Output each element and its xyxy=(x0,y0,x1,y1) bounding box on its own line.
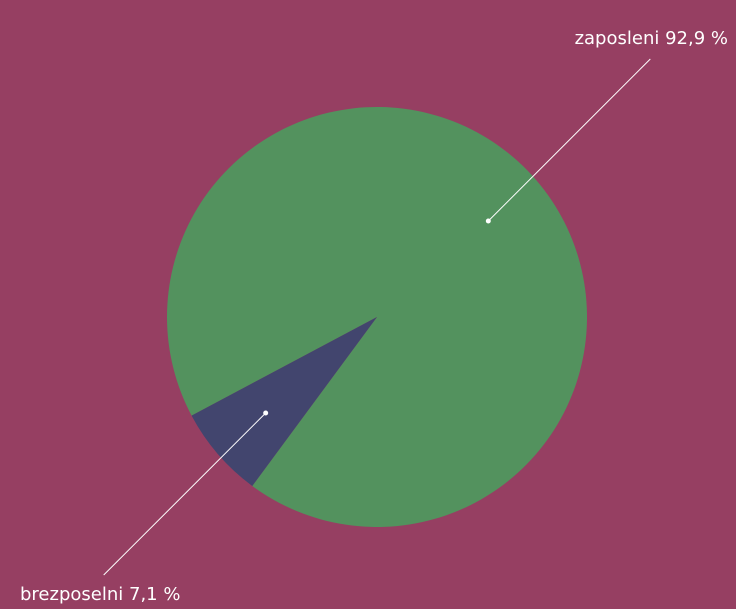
leader-dot xyxy=(485,218,491,224)
pie-slice xyxy=(167,107,587,528)
leader-line xyxy=(487,58,651,222)
value-label: 92,9 % xyxy=(665,28,728,49)
slice-label: zaposleni 92,9 % xyxy=(575,28,728,49)
category-label: zaposleni xyxy=(575,28,660,49)
category-label: brezposelni xyxy=(20,584,123,605)
leader-line xyxy=(103,412,267,576)
leader-dot xyxy=(263,410,269,416)
slice-label: brezposelni 7,1 % xyxy=(20,584,180,605)
pie-slice xyxy=(191,317,377,486)
value-label: 7,1 % xyxy=(129,584,180,605)
